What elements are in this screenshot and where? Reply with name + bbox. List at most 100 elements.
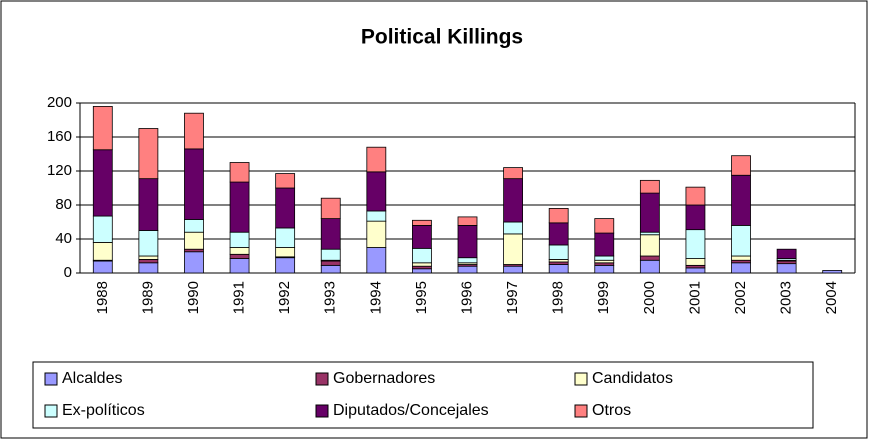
bar-segment (92, 149, 113, 217)
legend-label: Candidatos (592, 370, 673, 387)
bar-segment (503, 178, 523, 223)
x-tick-label: 1996 (458, 281, 475, 314)
bar-segment (822, 270, 843, 274)
bar-segment (92, 260, 113, 274)
bar-segment (320, 218, 341, 250)
bar-segment (685, 267, 706, 274)
y-tick-label: 200 (47, 94, 72, 111)
bar-segment (275, 227, 296, 248)
bar-segment (138, 255, 159, 260)
bar-segment (594, 255, 615, 261)
bar-segment (639, 255, 660, 261)
bar-segment (639, 234, 660, 257)
legend-swatch (315, 372, 329, 386)
bar-segment (366, 171, 387, 212)
y-tick-label: 80 (55, 196, 72, 213)
bar-segment (548, 244, 569, 260)
x-tick-label: 2003 (778, 281, 795, 314)
bar-segment (138, 128, 159, 180)
y-tick-label: 0 (64, 264, 72, 281)
legend-swatch (44, 404, 58, 418)
bar-segment (457, 265, 478, 274)
x-tick-label: 2000 (641, 281, 658, 314)
bar-segment (731, 224, 751, 257)
bar-segment (776, 248, 797, 259)
bar-segment (594, 218, 615, 234)
bar-segment (685, 186, 706, 206)
x-tick-label: 2004 (823, 281, 840, 314)
bar-segment (457, 224, 478, 259)
legend-swatch (44, 372, 58, 386)
bar-segment (366, 220, 387, 248)
y-tick-label: 120 (47, 162, 72, 179)
bar-segment (503, 233, 523, 265)
bar-segment (685, 204, 706, 231)
legend-swatch (574, 372, 588, 386)
bar-segment (138, 258, 159, 264)
x-tick-label: 2002 (732, 281, 749, 314)
legend-swatch (574, 404, 588, 418)
bar-segment (92, 215, 113, 243)
bar-segment (503, 167, 523, 180)
bar-segment (548, 264, 569, 274)
bar-segment (92, 106, 113, 151)
x-tick-label: 1993 (322, 281, 339, 314)
bar-segment (138, 262, 159, 274)
bar-segment (275, 257, 296, 274)
bar-segment (92, 241, 113, 261)
bar-segment (275, 187, 296, 229)
bar-segment (229, 181, 250, 233)
bar-segment (184, 112, 204, 150)
bar-segment (229, 258, 250, 274)
bar-segment (685, 229, 706, 259)
legend-label: Gobernadores (333, 370, 435, 387)
bar-segment (138, 230, 159, 257)
x-tick-label: 1989 (139, 281, 156, 314)
bar-segment (138, 178, 159, 231)
bar-segment (503, 265, 523, 274)
y-tick-label: 160 (47, 128, 72, 145)
x-tick-label: 1991 (231, 281, 248, 314)
y-tick-label: 40 (55, 230, 72, 247)
bar-segment (731, 155, 751, 176)
bar-segment (320, 260, 341, 266)
legend-swatch (315, 404, 329, 418)
bar-segment (229, 247, 250, 255)
bar-segment (412, 224, 432, 249)
bar-segment (275, 247, 296, 258)
bar-segment (412, 247, 432, 264)
legend-box (32, 361, 814, 429)
bar-segment (412, 262, 432, 267)
x-tick-label: 1999 (595, 281, 612, 314)
x-tick-label: 1992 (276, 281, 293, 314)
bar-segment (229, 253, 250, 259)
bar-segment (184, 219, 204, 233)
bar-segment (320, 264, 341, 274)
bar-segment (639, 179, 660, 194)
bar-segment (731, 262, 751, 274)
bar-segment (776, 263, 797, 274)
bar-segment (229, 162, 250, 183)
bar-segment (594, 264, 615, 274)
bar-segment (548, 222, 569, 246)
bar-segment (412, 268, 432, 274)
bar-segment (685, 258, 706, 266)
x-tick-label: 2001 (686, 281, 703, 314)
legend-label: Otros (592, 402, 631, 419)
x-tick-label: 1994 (367, 281, 384, 314)
bar-segment (639, 192, 660, 233)
bar-segment (594, 232, 615, 257)
bar-segment (320, 197, 341, 219)
bar-segment (639, 259, 660, 274)
x-tick-label: 1997 (504, 281, 521, 314)
bar-segment (457, 257, 478, 264)
chart-title: Political Killings (361, 26, 523, 49)
bar-segment (412, 219, 432, 226)
bar-segment (366, 210, 387, 222)
bar-segment (184, 231, 204, 250)
x-tick-label: 1990 (185, 281, 202, 314)
bar-segment (548, 207, 569, 224)
legend-label: Diputados/Concejales (333, 402, 489, 419)
legend-label: Alcaldes (62, 370, 122, 387)
